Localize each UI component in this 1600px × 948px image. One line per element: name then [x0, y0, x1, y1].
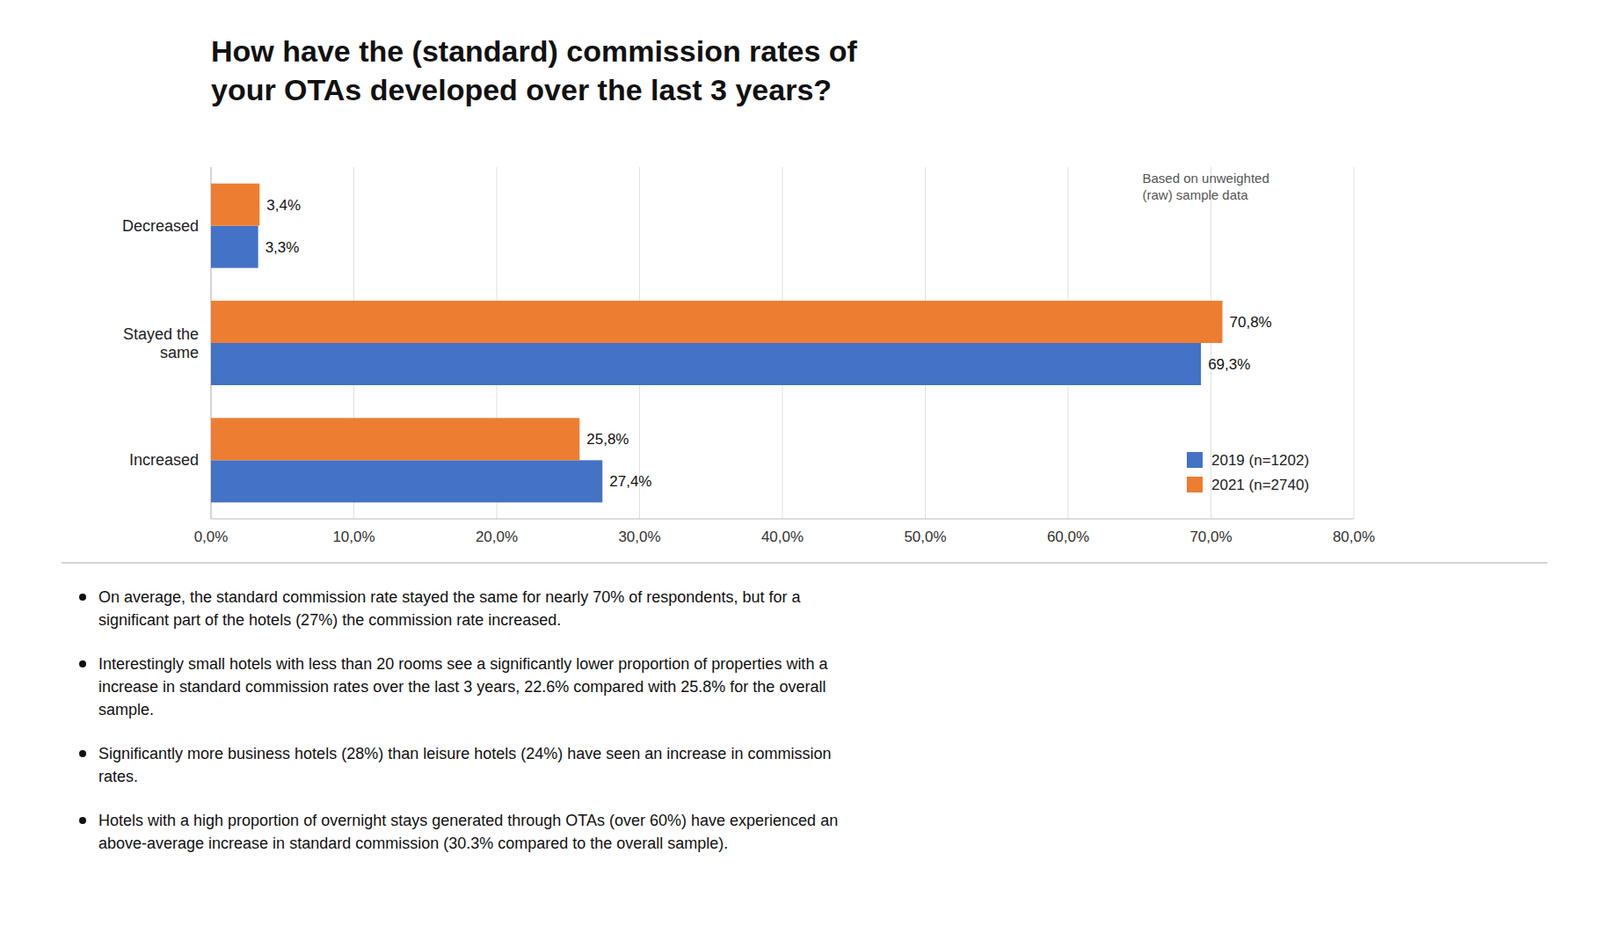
- bar: [210, 459, 603, 502]
- x-tick-label: 40,0%: [761, 528, 804, 546]
- bar: [210, 300, 1223, 343]
- x-tick-label: 20,0%: [475, 528, 518, 546]
- bullet-text: Hotels with a high proportion of overnig…: [98, 811, 838, 852]
- note: Based on unweighted(raw) sample data: [1142, 170, 1270, 203]
- legend-swatch: [1186, 451, 1203, 468]
- title: How have the (standard) commission rates…: [210, 34, 859, 107]
- chart: How have the (standard) commission rates…: [0, 0, 1600, 948]
- bar: [210, 225, 259, 269]
- legend-swatch: [1186, 476, 1203, 493]
- text-line: (raw) sample data: [1142, 187, 1250, 203]
- legend-label: 2019 (n=1202): [1211, 451, 1310, 469]
- text-line: same: [160, 343, 199, 362]
- text-line: increase in standard commission rates ov…: [98, 677, 826, 696]
- separator: [61, 562, 1548, 564]
- y-tick-label: Decreased: [122, 217, 199, 235]
- grid-line: [1353, 167, 1355, 519]
- y-tick-label: Stayed thesame: [123, 325, 199, 362]
- x-tick-label: 70,0%: [1189, 528, 1232, 546]
- legend-label: 2021 (n=2740): [1211, 476, 1310, 494]
- text-line: Increased: [129, 450, 199, 469]
- data-label: 3,4%: [266, 196, 301, 214]
- data-label: 69,3%: [1207, 356, 1251, 373]
- grid: [210, 167, 1354, 519]
- bullet-dot: [79, 593, 87, 601]
- text-line: Based on unweighted: [1142, 170, 1270, 186]
- x-tick-label: 80,0%: [1332, 528, 1375, 546]
- bars: [210, 183, 1223, 503]
- data-label: 25,8%: [586, 430, 629, 448]
- bar: [210, 183, 260, 226]
- data-label: 27,4%: [609, 472, 652, 490]
- bullet-text: Interestingly small hotels with less tha…: [98, 654, 829, 719]
- legend: 2019 (n=1202) 2021 (n=2740): [1186, 451, 1310, 494]
- data-label: 3,3%: [265, 239, 300, 256]
- text-line: Stayed the: [123, 325, 199, 343]
- text-line: Hotels with a high proportion of overnig…: [98, 811, 838, 830]
- text-line: Interestingly small hotels with less tha…: [98, 654, 829, 673]
- x-tick-label: 60,0%: [1047, 528, 1090, 546]
- x-tick-label: 10,0%: [332, 528, 375, 546]
- text-line: On average, the standard commission rate…: [98, 588, 801, 606]
- data-label: 70,8%: [1229, 313, 1273, 331]
- x-axis-line: [210, 518, 1354, 520]
- text-line: rates.: [98, 767, 139, 786]
- bullet-dot: [79, 660, 87, 668]
- text-line: How have the (standard) commission rates…: [210, 34, 859, 68]
- bullet-text: On average, the standard commission rate…: [98, 588, 801, 629]
- text-line: sample.: [98, 700, 154, 719]
- bullet-dot: [79, 816, 87, 824]
- text-line: Decreased: [122, 217, 199, 235]
- y-tick-label: Increased: [129, 450, 199, 469]
- text-line: Significantly more business hotels (28%)…: [98, 744, 831, 763]
- x-tick-label: 0,0%: [194, 528, 229, 546]
- bar: [210, 417, 580, 460]
- background: [0, 0, 1600, 948]
- x-tick-label: 30,0%: [618, 528, 661, 546]
- data-labels: 27,4% 69,3% 3,3% 25,8% 70,8% 3,4%: [265, 196, 1273, 491]
- bullet-dot: [79, 749, 87, 757]
- text-line: significant part of the hotels (27%) the…: [98, 610, 561, 629]
- x-tick-label: 50,0%: [903, 528, 946, 546]
- bar: [210, 342, 1201, 386]
- text-line: your OTAs developed over the last 3 year…: [210, 72, 832, 107]
- bullet-text: Significantly more business hotels (28%)…: [98, 744, 831, 786]
- text-line: above-average increase in standard commi…: [98, 834, 728, 852]
